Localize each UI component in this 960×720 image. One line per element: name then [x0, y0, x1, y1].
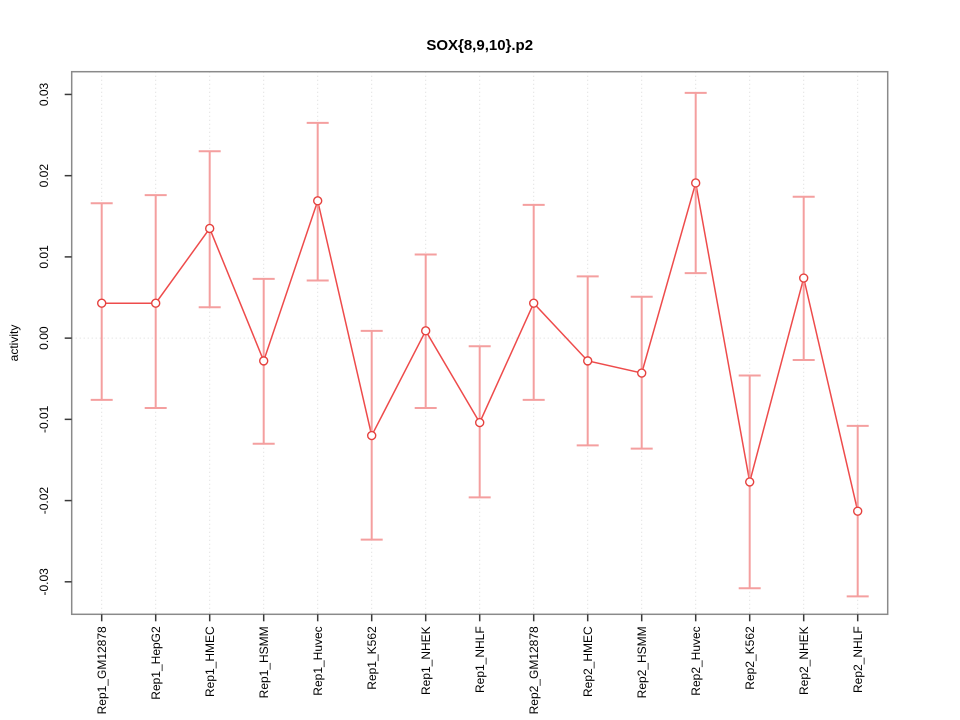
x-tick-label: Rep2_HSMM	[635, 626, 649, 698]
grid-layer	[71, 71, 888, 615]
x-tick-label: Rep2_HMEC	[581, 626, 595, 697]
x-tick-label: Rep1_HMEC	[203, 626, 217, 697]
chart-title: SOX{8,9,10}.p2	[426, 37, 533, 54]
y-tick-label: 0.03	[37, 82, 51, 106]
data-point	[475, 417, 485, 428]
data-point	[259, 356, 269, 366]
y-tick-label: 0.02	[37, 164, 51, 188]
y-tick-label: -0.03	[37, 568, 51, 596]
x-tick-label: Rep2_NHLF	[851, 626, 865, 693]
y-tick-label: -0.01	[37, 405, 51, 433]
x-tick-label: Rep1_K562	[365, 626, 379, 690]
data-point	[150, 298, 161, 308]
data-point	[853, 506, 863, 516]
plot-border	[70, 70, 889, 616]
x-tick-label: Rep1_Huvec	[311, 626, 325, 695]
data-point	[745, 477, 755, 487]
x-tick-label: Rep1_GM12878	[95, 626, 109, 714]
y-tick-label: -0.02	[37, 487, 51, 515]
x-tick-label: Rep2_Huvec	[689, 626, 703, 695]
data-point	[204, 223, 215, 234]
x-tick-label: Rep1_NHLF	[473, 626, 487, 693]
data-point	[637, 368, 647, 378]
y-tick-label: 0.01	[37, 245, 51, 269]
data-point	[583, 356, 593, 366]
data-point	[313, 196, 323, 206]
data-layer	[90, 91, 869, 598]
x-tick-label: Rep2_K562	[743, 626, 757, 690]
data-point	[799, 273, 809, 283]
data-point	[691, 178, 701, 188]
x-tick-label: Rep2_GM12878	[527, 626, 541, 714]
x-tick-label: Rep1_HepG2	[149, 626, 163, 700]
data-point	[367, 430, 377, 441]
axis-layer: -0.03 -0.02 -0.01 0.00 0.01 0.02 0.03 Rep1_GM12…	[37, 70, 889, 714]
x-tick-label: Rep1_NHEK	[419, 626, 433, 695]
data-point	[529, 298, 539, 308]
y-tick-label: 0.00	[37, 326, 51, 350]
y-axis-label: activity	[7, 325, 21, 362]
x-tick-label: Rep1_HSMM	[257, 626, 271, 698]
data-point	[96, 298, 107, 308]
x-tick-label: Rep2_NHEK	[797, 626, 811, 695]
data-point	[421, 326, 431, 336]
